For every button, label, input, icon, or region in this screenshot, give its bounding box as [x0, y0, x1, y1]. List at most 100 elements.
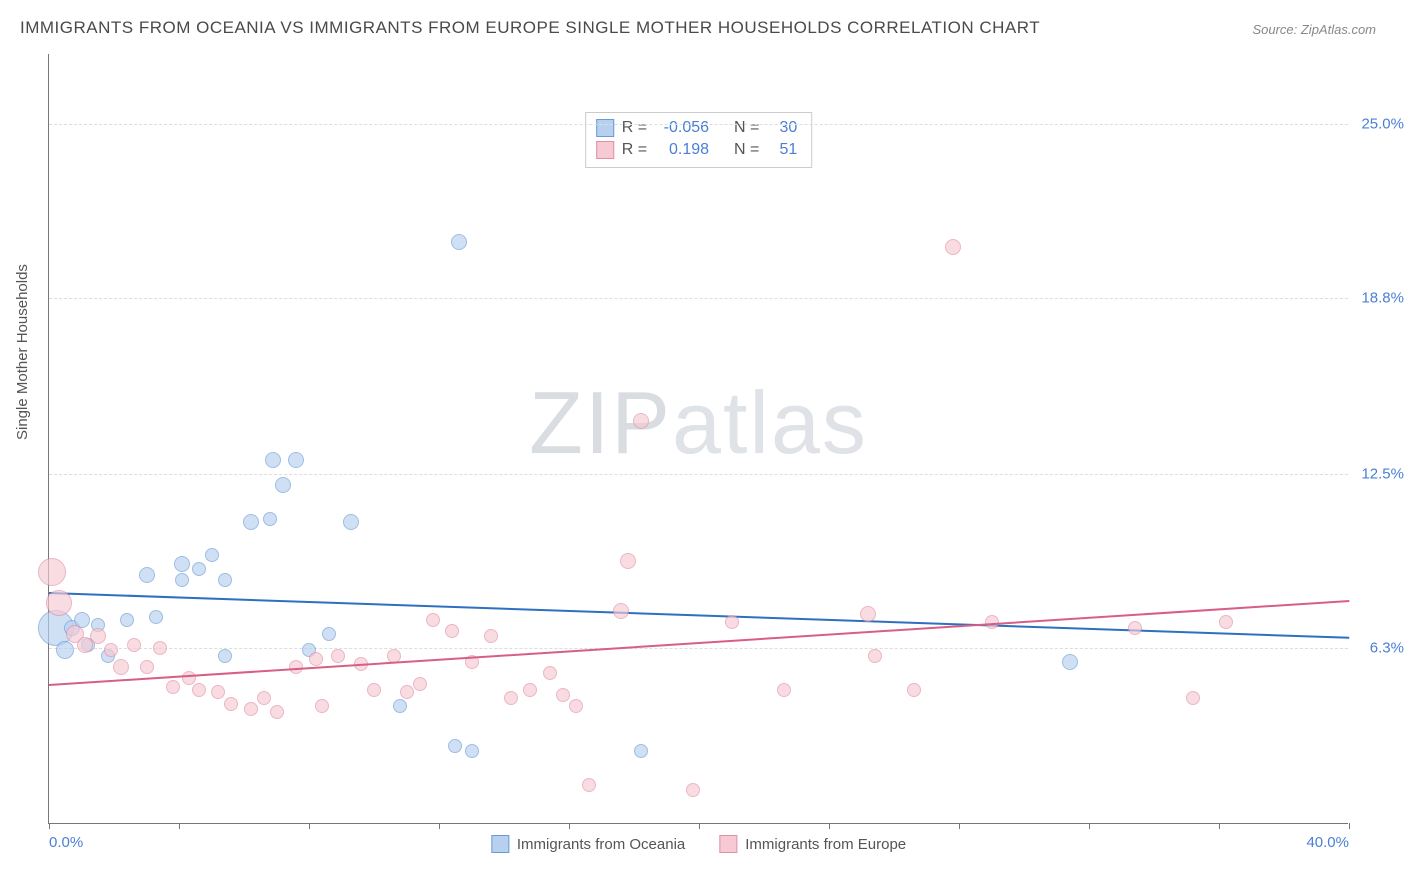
data-point-europe: [309, 652, 323, 666]
stats-legend-box: R =-0.056 N =30R =0.198 N =51: [585, 112, 813, 168]
data-point-oceania: [448, 739, 462, 753]
data-point-europe: [556, 688, 570, 702]
data-point-oceania: [120, 613, 134, 627]
data-point-oceania: [263, 512, 277, 526]
data-point-europe: [686, 783, 700, 797]
data-point-europe: [400, 685, 414, 699]
trendline-oceania: [49, 592, 1349, 639]
data-point-europe: [211, 685, 225, 699]
data-point-oceania: [56, 641, 74, 659]
data-point-europe: [426, 613, 440, 627]
gridline: [49, 474, 1348, 475]
legend-item-oceania: Immigrants from Oceania: [491, 835, 685, 853]
chart-title: IMMIGRANTS FROM OCEANIA VS IMMIGRANTS FR…: [20, 18, 1040, 38]
legend-label: Immigrants from Europe: [745, 836, 906, 853]
data-point-europe: [257, 691, 271, 705]
data-point-oceania: [149, 610, 163, 624]
swatch-europe: [596, 141, 614, 159]
plot-area: ZIPatlas R =-0.056 N =30R =0.198 N =51 I…: [48, 54, 1348, 824]
data-point-oceania: [243, 514, 259, 530]
data-point-oceania: [275, 477, 291, 493]
data-point-europe: [543, 666, 557, 680]
stats-row-europe: R =0.198 N =51: [596, 139, 798, 161]
data-point-europe: [90, 628, 106, 644]
data-point-europe: [504, 691, 518, 705]
gridline: [49, 124, 1348, 125]
x-tick: [829, 823, 830, 829]
x-tick: [309, 823, 310, 829]
x-tick: [1219, 823, 1220, 829]
stats-r-value: -0.056: [655, 117, 709, 139]
stats-r-label: R =: [622, 139, 647, 161]
data-point-europe: [315, 699, 329, 713]
x-tick-label: 40.0%: [1306, 834, 1349, 851]
gridline: [49, 298, 1348, 299]
stats-row-oceania: R =-0.056 N =30: [596, 117, 798, 139]
data-point-europe: [777, 683, 791, 697]
data-point-europe: [38, 558, 66, 586]
data-point-oceania: [393, 699, 407, 713]
swatch-europe: [719, 835, 737, 853]
x-tick: [959, 823, 960, 829]
data-point-oceania: [175, 573, 189, 587]
data-point-europe: [46, 590, 72, 616]
data-point-europe: [413, 677, 427, 691]
data-point-europe: [244, 702, 258, 716]
data-point-oceania: [465, 744, 479, 758]
data-point-europe: [331, 649, 345, 663]
y-tick-label: 18.8%: [1354, 289, 1404, 306]
swatch-oceania: [491, 835, 509, 853]
x-tick: [49, 823, 50, 829]
data-point-oceania: [451, 234, 467, 250]
data-point-oceania: [1062, 654, 1078, 670]
x-tick: [699, 823, 700, 829]
data-point-europe: [153, 641, 167, 655]
data-point-europe: [613, 603, 629, 619]
x-tick: [569, 823, 570, 829]
data-point-oceania: [265, 452, 281, 468]
data-point-oceania: [322, 627, 336, 641]
source-attribution: Source: ZipAtlas.com: [1252, 22, 1376, 37]
data-point-europe: [620, 553, 636, 569]
data-point-europe: [1219, 615, 1233, 629]
stats-n-value: 30: [767, 117, 797, 139]
data-point-oceania: [139, 567, 155, 583]
data-point-europe: [1186, 691, 1200, 705]
data-point-europe: [140, 660, 154, 674]
swatch-oceania: [596, 119, 614, 137]
x-tick: [439, 823, 440, 829]
y-tick-label: 25.0%: [1354, 116, 1404, 133]
data-point-europe: [860, 606, 876, 622]
data-point-oceania: [218, 649, 232, 663]
stats-n-value: 51: [767, 139, 797, 161]
watermark: ZIPatlas: [529, 372, 868, 474]
watermark-thin: atlas: [672, 373, 868, 472]
x-tick: [1349, 823, 1350, 829]
y-axis-label: Single Mother Households: [14, 264, 31, 440]
data-point-europe: [725, 615, 739, 629]
stats-r-label: R =: [622, 117, 647, 139]
x-tick-label: 0.0%: [49, 834, 83, 851]
data-point-europe: [484, 629, 498, 643]
data-point-europe: [633, 413, 649, 429]
data-point-europe: [1128, 621, 1142, 635]
data-point-europe: [224, 697, 238, 711]
data-point-europe: [367, 683, 381, 697]
data-point-europe: [270, 705, 284, 719]
gridline: [49, 648, 1348, 649]
data-point-oceania: [174, 556, 190, 572]
y-tick-label: 12.5%: [1354, 466, 1404, 483]
data-point-oceania: [192, 562, 206, 576]
data-point-europe: [445, 624, 459, 638]
data-point-europe: [127, 638, 141, 652]
data-point-oceania: [634, 744, 648, 758]
data-point-oceania: [218, 573, 232, 587]
data-point-europe: [907, 683, 921, 697]
data-point-europe: [569, 699, 583, 713]
series-legend: Immigrants from Oceania Immigrants from E…: [491, 835, 906, 853]
x-tick: [179, 823, 180, 829]
legend-label: Immigrants from Oceania: [517, 836, 685, 853]
data-point-europe: [523, 683, 537, 697]
data-point-europe: [868, 649, 882, 663]
data-point-europe: [104, 643, 118, 657]
